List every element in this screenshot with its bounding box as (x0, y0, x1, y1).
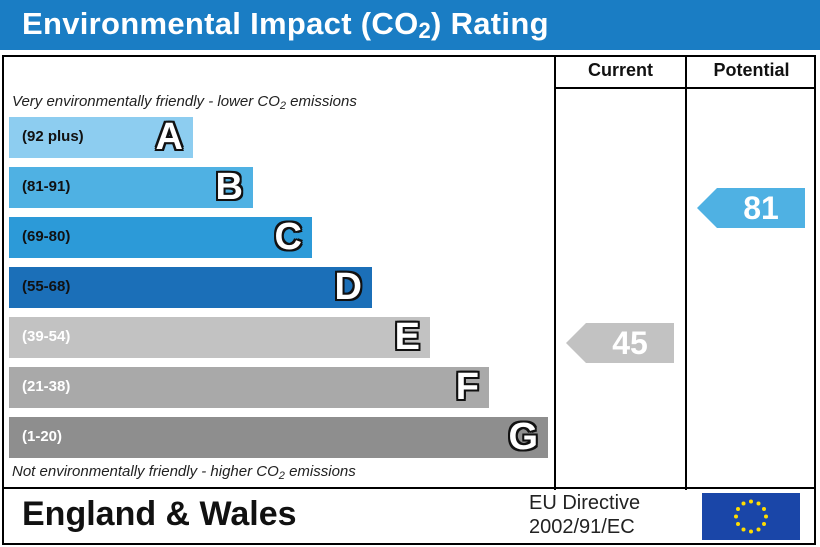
eu-star-icon (749, 529, 753, 534)
title-bar: Environmental Impact (CO2) Rating (0, 0, 820, 50)
band-range-label: (39-54) (22, 328, 71, 345)
chart-title: Environmental Impact (CO2) Rating (22, 6, 549, 43)
bottom-note: Not environmentally friendly - higher CO… (12, 463, 356, 482)
rating-band-e: (39-54) E (9, 317, 430, 358)
band-range-label: (81-91) (22, 178, 71, 195)
band-letter: A (155, 116, 183, 158)
eu-star-icon (749, 499, 753, 504)
eu-star-icon (736, 507, 741, 511)
eu-star-icon (756, 527, 761, 532)
rating-band-g: (1-20) G (9, 417, 548, 458)
divider-potential (685, 55, 687, 490)
rating-band-a: (92 plus) A (9, 117, 193, 158)
region-label: England & Wales (22, 495, 297, 533)
current-rating-arrow: 45 (566, 323, 674, 363)
eu-star-icon (761, 522, 766, 526)
eu-flag-icon (702, 493, 800, 540)
band-letter: F (455, 366, 479, 408)
potential-column-header: Potential (713, 60, 790, 80)
band-letter: C (274, 216, 302, 258)
band-letter: D (334, 266, 362, 308)
band-range-label: (69-80) (22, 228, 71, 245)
eu-directive-number: 2002/91/EC (529, 516, 635, 538)
band-letter: G (508, 416, 538, 458)
top-note: Very environmentally friendly - lower CO… (12, 93, 357, 112)
band-range-label: (92 plus) (22, 128, 84, 145)
eu-star-icon (734, 514, 738, 519)
eu-star-icon (741, 501, 746, 506)
chart-frame (2, 55, 816, 545)
footer-divider (2, 487, 816, 489)
eu-star-icon (736, 522, 741, 526)
current-column-header: Current (587, 60, 653, 80)
rating-band-f: (21-38) F (9, 367, 489, 408)
band-range-label: (21-38) (22, 378, 71, 395)
band-range-label: (55-68) (22, 278, 71, 295)
band-letter: E (394, 316, 420, 358)
potential-rating-arrow: 81 (697, 188, 805, 228)
rating-band-c: (69-80) C (9, 217, 312, 258)
band-letter: B (215, 166, 243, 208)
rating-band-d: (55-68) D (9, 267, 372, 308)
divider-current (554, 55, 556, 490)
eu-star-icon (756, 501, 761, 506)
eu-star-icon (741, 527, 746, 532)
rating-band-b: (81-91) B (9, 167, 253, 208)
eu-star-icon (761, 507, 766, 511)
band-range-label: (1-20) (22, 428, 63, 445)
eu-star-icon (764, 514, 768, 519)
current-rating-value: 45 (612, 325, 648, 361)
eu-directive-label: EU Directive (529, 492, 641, 514)
header-divider (554, 87, 816, 89)
potential-rating-value: 81 (743, 190, 779, 226)
